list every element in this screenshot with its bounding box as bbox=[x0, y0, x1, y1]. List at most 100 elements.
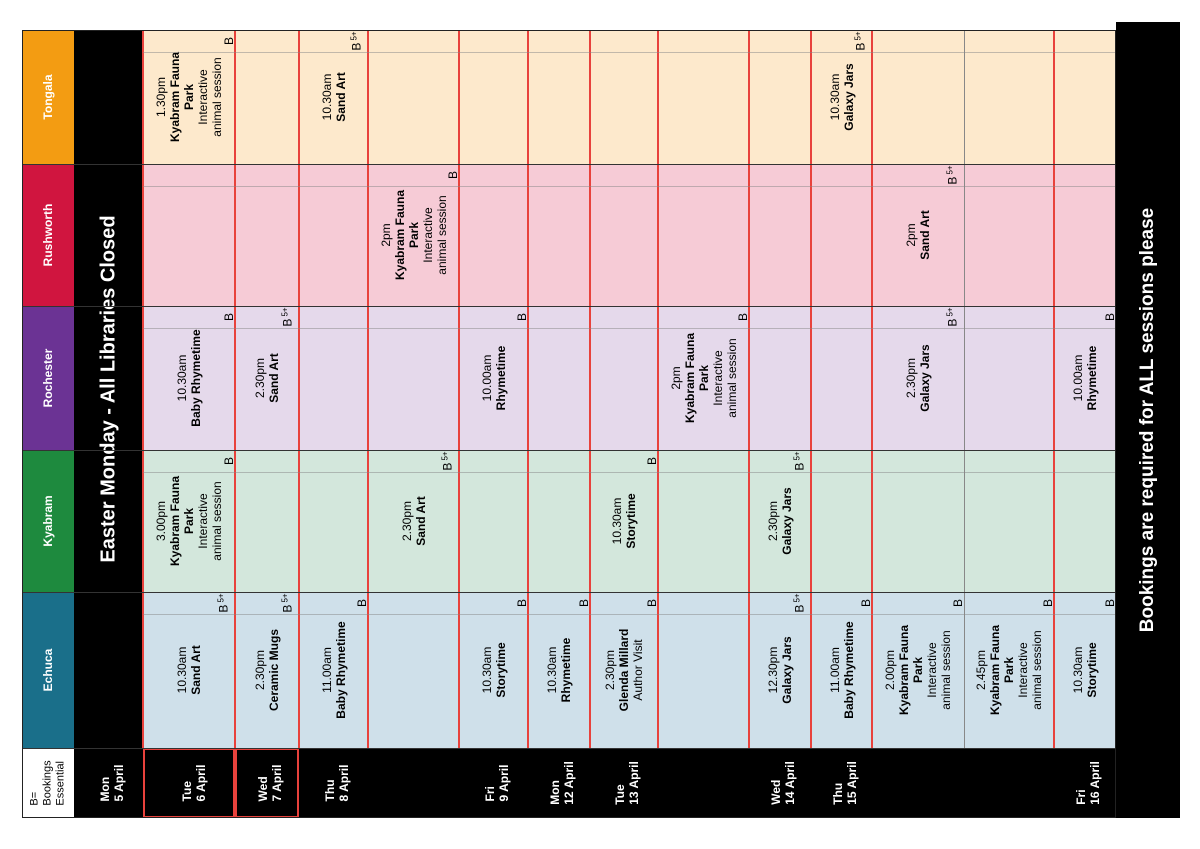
booking-badge-text: B5+ bbox=[792, 593, 806, 612]
event-text: 1.30pm Kyabram Fauna Park Interactive animal… bbox=[154, 52, 224, 142]
badge-label: B bbox=[792, 604, 807, 613]
event-line: 2.30pm bbox=[253, 357, 267, 399]
badge-label: B bbox=[216, 604, 231, 613]
event-text: 10.30am Rhymetime bbox=[545, 638, 573, 703]
library-separator bbox=[22, 450, 1116, 451]
event-line: 10.30am bbox=[545, 646, 559, 694]
event-line: Baby Rhymetime bbox=[189, 329, 203, 427]
event-line: Sand Art bbox=[189, 645, 203, 695]
event-line: Interactive bbox=[420, 207, 435, 263]
event-text: 2.00pm Kyabram Fauna Park Interactive animal… bbox=[883, 625, 953, 715]
event-line: 2.30pm bbox=[766, 500, 780, 542]
event-line: Baby Rhymetime bbox=[841, 621, 856, 719]
event-line: 10.30am bbox=[610, 497, 624, 545]
event-line: Interactive bbox=[925, 642, 939, 698]
age-label: 5+ bbox=[280, 307, 290, 317]
event-cell: 11.00am Baby Rhymetime bbox=[811, 592, 872, 748]
booking-badge: B bbox=[143, 306, 236, 328]
day-separator bbox=[142, 30, 144, 748]
event-line: Baby Rhymetime bbox=[333, 621, 348, 719]
event-text: 12.30pm Galaxy Jars bbox=[766, 636, 794, 703]
event-line: animal session bbox=[724, 338, 739, 418]
sub-separator bbox=[964, 30, 965, 748]
event-cell: 10.30am Storytime bbox=[1054, 592, 1116, 748]
day-separator bbox=[367, 30, 369, 748]
day-label: Wed 14 April bbox=[769, 761, 797, 805]
day-date: 13 April bbox=[627, 761, 642, 805]
event-line: 10.00am bbox=[479, 354, 494, 402]
day-label: Tue 13 April bbox=[613, 761, 641, 805]
booking-badge: B bbox=[964, 592, 1055, 614]
event-text: 10.30am Sand Art bbox=[320, 72, 348, 122]
event-line: Rhymetime bbox=[559, 637, 573, 703]
event-text: 2pm Sand Art bbox=[904, 210, 932, 260]
library-name: Kyabram bbox=[41, 495, 55, 547]
day-header: Wed 14 April bbox=[749, 748, 811, 818]
day-header bbox=[964, 748, 1054, 818]
event-text: 2.30pm Glenda Millard Author Visit bbox=[603, 629, 645, 712]
booking-badge: B5+ bbox=[749, 592, 811, 614]
day-header: Fri 9 April bbox=[459, 748, 528, 818]
event-line: animal session bbox=[210, 481, 224, 561]
event-line: Interactive bbox=[1016, 642, 1030, 698]
day-separator bbox=[871, 30, 873, 748]
event-line: Park bbox=[182, 507, 196, 535]
day-name: Mon bbox=[548, 780, 563, 805]
event-line: 10.30am bbox=[1071, 646, 1085, 694]
booking-badge-text: B5+ bbox=[349, 31, 363, 50]
booking-badge: B5+ bbox=[811, 30, 872, 52]
booking-badge: B bbox=[368, 164, 460, 186]
day-date: 14 April bbox=[783, 761, 798, 805]
badge-label: B bbox=[349, 42, 364, 51]
booking-badge: B bbox=[528, 592, 591, 614]
library-separator bbox=[22, 30, 1116, 31]
event-line: animal session bbox=[939, 630, 953, 710]
library-header-rushworth: Rushworth bbox=[22, 164, 74, 306]
booking-badge: B bbox=[590, 450, 659, 472]
booking-badge: B bbox=[1054, 306, 1117, 328]
day-separator bbox=[657, 30, 659, 748]
age-label: 5+ bbox=[945, 165, 955, 175]
event-line: Rhymetime bbox=[1085, 345, 1099, 411]
day-header: Mon 5 April bbox=[74, 748, 143, 818]
day-header bbox=[658, 748, 749, 818]
legend-text: B= Bookings Essential bbox=[29, 760, 68, 805]
library-column-kyabram bbox=[143, 450, 1116, 592]
event-line: 10.30am bbox=[175, 354, 189, 402]
booking-badge: B bbox=[143, 450, 236, 472]
day-header: Fri 16 April bbox=[1054, 748, 1116, 818]
event-line: Galaxy Jars bbox=[780, 487, 794, 555]
booking-badge: B5+ bbox=[368, 450, 459, 472]
event-text: 10.30am Galaxy Jars bbox=[828, 63, 856, 130]
event-text: 2.30pm Galaxy Jars bbox=[904, 344, 932, 411]
event-line: Kyabram Fauna bbox=[168, 51, 182, 143]
library-column-rushworth bbox=[143, 164, 1116, 306]
day-name: Thu bbox=[830, 782, 845, 805]
booking-badge-text: B5+ bbox=[945, 165, 959, 184]
event-cell: 2.45pm Kyabram Fauna Park Interactive animal… bbox=[964, 592, 1054, 748]
event-cell: 2.00pm Kyabram Fauna Park Interactive animal… bbox=[872, 592, 964, 748]
day-header: Tue 13 April bbox=[590, 748, 658, 818]
day-separator bbox=[748, 30, 750, 748]
day-date: 16 April bbox=[1088, 761, 1103, 805]
booking-badge: B5+ bbox=[235, 306, 299, 328]
event-line: Rhymetime bbox=[493, 345, 508, 411]
event-cell: 10.30am Storytime bbox=[459, 592, 528, 748]
event-line: Kyabram Fauna bbox=[682, 332, 697, 424]
event-line: Sand Art bbox=[413, 496, 428, 546]
booking-badge: B5+ bbox=[749, 450, 811, 472]
event-line: 11.00am bbox=[319, 647, 334, 693]
day-label: Fri 9 April bbox=[483, 765, 511, 802]
day-header-strip bbox=[74, 748, 1116, 818]
event-text: 10.00am Rhymetime bbox=[1071, 346, 1099, 411]
library-separator bbox=[22, 748, 1116, 749]
event-line: 2pm bbox=[904, 223, 918, 247]
age-label: 5+ bbox=[792, 451, 802, 461]
booking-badge-text: B5+ bbox=[216, 593, 230, 612]
badge-label: B bbox=[950, 598, 965, 608]
event-line: Storytime bbox=[624, 493, 638, 549]
day-separator bbox=[458, 30, 460, 748]
event-cell: 2.30pm Glenda Millard Author Visit bbox=[590, 592, 658, 748]
day-highlight bbox=[235, 748, 299, 818]
event-cell: 10.30am Sand Art bbox=[143, 592, 235, 748]
